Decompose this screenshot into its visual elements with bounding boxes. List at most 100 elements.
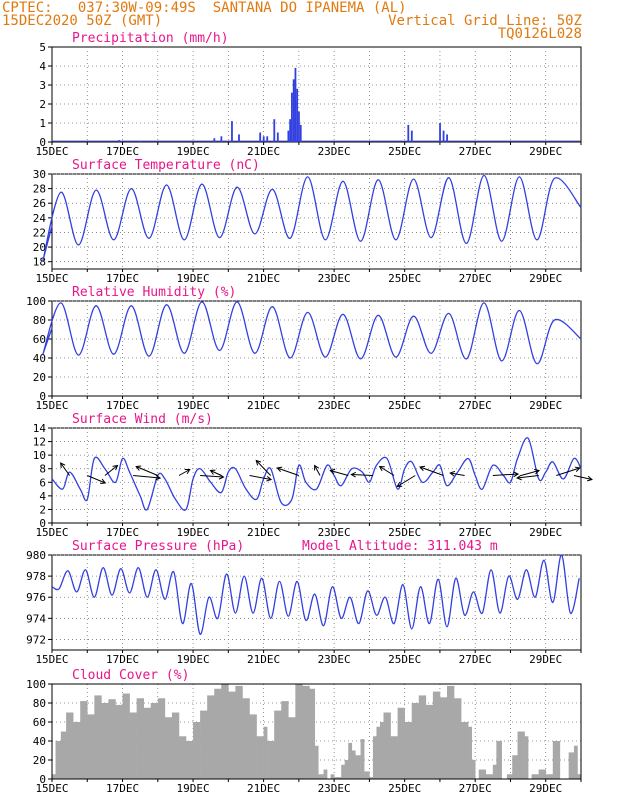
- wind-arrow-head: [329, 468, 336, 475]
- cloud-bar: [87, 714, 95, 779]
- y-tick-label: 5: [39, 41, 46, 54]
- series-line: [51, 437, 582, 511]
- panel-pressure: 972 974 976 978 980 15DEC 17DEC 19DEC 21DEC 23DEC…: [26, 539, 582, 666]
- cloud-bar: [150, 703, 159, 779]
- y-tick-label: 0: [39, 136, 46, 149]
- y-tick-label: 978: [26, 570, 46, 583]
- cloud-bar: [129, 712, 137, 779]
- wind-arrow: [178, 469, 191, 476]
- cloud-bar: [341, 764, 346, 779]
- precip-bar: [273, 119, 276, 142]
- wind-arrow: [419, 466, 444, 476]
- x-tick-label: 27DEC: [459, 272, 492, 285]
- cloud-bar: [242, 698, 250, 779]
- x-tick-label: 17DEC: [106, 145, 139, 158]
- precip-bar: [266, 136, 269, 142]
- cloud-bar: [355, 755, 361, 779]
- cloud-bar: [364, 771, 370, 779]
- cloud-bar: [80, 701, 88, 779]
- cloud-bar: [171, 712, 180, 779]
- precip-bar: [213, 138, 216, 142]
- cloud-bar: [143, 707, 152, 779]
- cloud-bar: [314, 745, 319, 779]
- wind-arrow: [87, 475, 106, 484]
- x-tick-label: 21DEC: [247, 526, 280, 539]
- cloud-bar: [496, 741, 502, 779]
- wind-arrow: [210, 470, 222, 476]
- x-tick-label: 15DEC: [35, 526, 68, 539]
- precip-bar: [446, 134, 448, 142]
- wind-arrow-head: [574, 466, 581, 472]
- cloud-bar: [418, 695, 427, 779]
- wind-arrow: [133, 475, 161, 479]
- precip-bar: [407, 124, 410, 142]
- cloud-bar: [573, 745, 578, 779]
- cloud-bar: [348, 742, 353, 779]
- plot-frame: [51, 300, 582, 397]
- wind-arrow: [351, 474, 373, 476]
- x-tick-label: 21DEC: [247, 145, 280, 158]
- wind-arrow: [314, 465, 321, 476]
- x-tick-label: 17DEC: [106, 653, 139, 666]
- wind-arrow: [492, 473, 519, 476]
- x-tick-label: 21DEC: [247, 653, 280, 666]
- cloud-bar: [94, 695, 102, 779]
- cloud-bar: [193, 722, 201, 779]
- cloud-bar: [432, 691, 441, 779]
- panel-title: Precipitation (mm/h): [72, 31, 229, 46]
- cloud-bar: [478, 769, 487, 779]
- y-tick-label: 20: [33, 371, 46, 384]
- cloud-bar: [461, 722, 469, 779]
- wind-arrow: [556, 467, 580, 476]
- wind-arrow-head: [350, 471, 357, 478]
- cloud-bar: [164, 717, 173, 779]
- cloud-bar: [267, 741, 275, 779]
- precip-bar: [294, 67, 297, 142]
- cloud-bar: [404, 722, 413, 779]
- x-tick-label: 25DEC: [388, 399, 421, 412]
- precip-bar: [296, 88, 299, 142]
- precip-bar: [291, 92, 293, 142]
- cloud-bar: [52, 774, 56, 779]
- precip-bar: [238, 134, 240, 142]
- x-tick-label: 17DEC: [106, 526, 139, 539]
- wind-arrow: [330, 470, 349, 476]
- wind-arrow-head: [378, 465, 385, 472]
- x-tick-label: 15DEC: [35, 145, 68, 158]
- cloud-bar: [379, 722, 384, 779]
- run-date: 15DEC2020 50Z (GMT): [2, 13, 163, 29]
- x-tick-label: 23DEC: [318, 782, 351, 795]
- plot-frame: [51, 46, 582, 143]
- wind-arrow: [520, 470, 540, 476]
- x-tick-label: 27DEC: [459, 399, 492, 412]
- precip-bar: [139, 141, 142, 142]
- x-tick-label: 27DEC: [459, 145, 492, 158]
- x-tick-label: 23DEC: [318, 653, 351, 666]
- x-tick-label: 29DEC: [529, 653, 562, 666]
- y-tick-label: 1: [39, 117, 46, 130]
- cloud-bar: [330, 774, 335, 779]
- x-tick-label: 25DEC: [388, 653, 421, 666]
- cloud-bar: [454, 698, 462, 779]
- wind-arrow: [450, 472, 465, 476]
- y-tick-label: 40: [33, 735, 46, 748]
- cloud-bar: [249, 714, 257, 779]
- x-tick-label: 15DEC: [35, 782, 68, 795]
- x-tick-label: 21DEC: [247, 399, 280, 412]
- cloud-bar: [235, 685, 243, 779]
- cloud-bar: [55, 741, 62, 779]
- series-line: [51, 554, 580, 635]
- x-tick-label: 15DEC: [35, 272, 68, 285]
- cloud-bar: [136, 698, 144, 779]
- plot-frame: [51, 554, 582, 651]
- x-tick-label: 19DEC: [177, 145, 210, 158]
- precip-bar: [231, 121, 233, 142]
- wind-arrow-head: [100, 478, 107, 485]
- x-tick-label: 23DEC: [318, 399, 351, 412]
- cloud-bar: [577, 774, 582, 779]
- model-code: TQ0126L028: [497, 26, 582, 42]
- cloud-bar: [221, 684, 229, 779]
- x-tick-label: 25DEC: [388, 272, 421, 285]
- cloud-bar: [288, 717, 296, 779]
